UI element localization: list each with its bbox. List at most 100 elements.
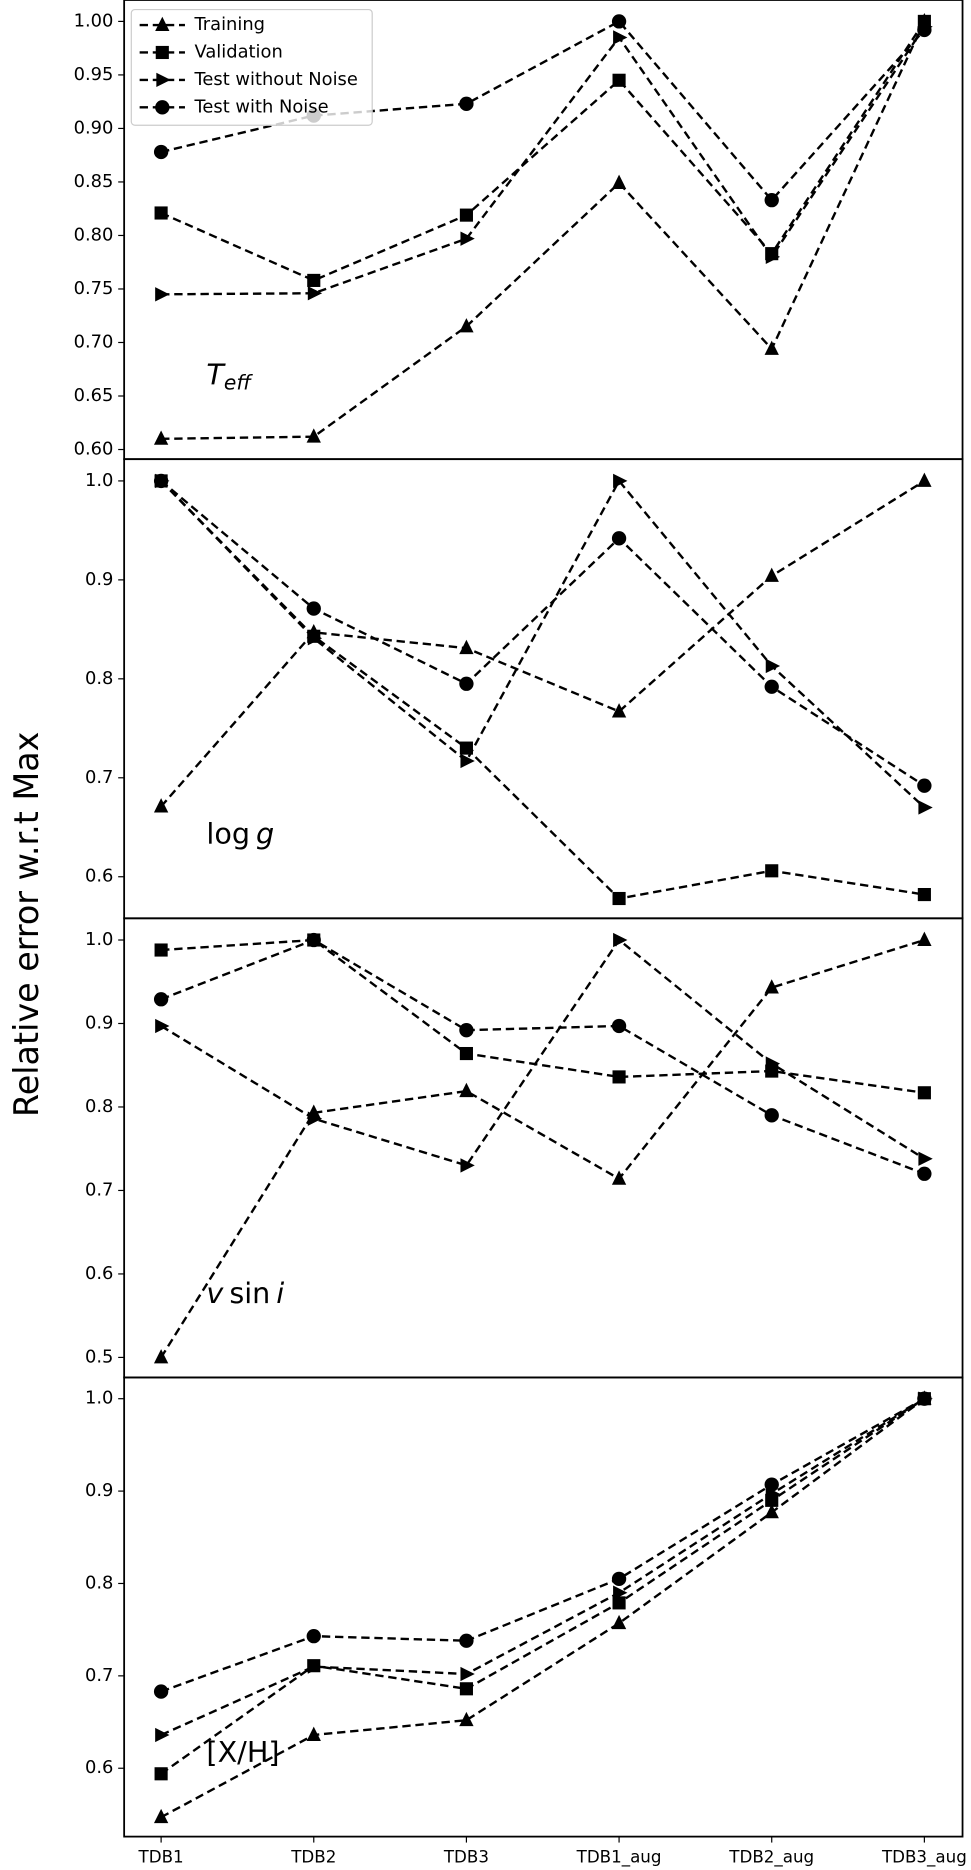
data-point [153, 798, 169, 813]
legend-marker [155, 100, 170, 115]
legend-frame [130, 8, 373, 126]
data-point [917, 1166, 932, 1181]
y-tick-label: 0.6 [85, 1757, 113, 1778]
annotation-part: T [206, 358, 226, 392]
data-point [153, 144, 169, 160]
panel-annotation: v sin i [206, 1276, 284, 1310]
data-point [613, 932, 628, 948]
data-point [459, 208, 473, 222]
data-point [917, 472, 932, 487]
y-tick-label: 1.00 [74, 10, 114, 31]
data-point [611, 174, 627, 189]
data-point [460, 1666, 475, 1682]
legend-marker [156, 72, 171, 88]
data-point [612, 1070, 626, 1084]
data-point [613, 1585, 628, 1600]
series-line [160, 478, 926, 809]
y-tick-label: 1.0 [85, 1388, 113, 1409]
x-tick-label: TDB3_aug [881, 1848, 967, 1868]
data-point [153, 1684, 169, 1699]
legend: Training Validation Test without Noise Test… [130, 8, 373, 126]
series-line [160, 1397, 926, 1737]
legend-label: Test without Noise [194, 69, 358, 90]
data-point [765, 658, 781, 674]
y-tick-label: 0.85 [74, 171, 114, 192]
annotation-part: eff [224, 370, 253, 394]
annotation-part: [X/H] [206, 1735, 279, 1769]
data-point [153, 992, 169, 1007]
data-point [764, 679, 779, 694]
data-point [155, 1018, 170, 1034]
data-point [154, 1767, 168, 1781]
data-point [459, 1711, 474, 1727]
series-line [160, 938, 925, 1175]
y-tick-label: 1.0 [85, 929, 113, 950]
data-point [459, 741, 473, 755]
data-point [459, 1046, 473, 1061]
data-point [918, 800, 933, 815]
data-point [459, 676, 474, 691]
data-point [917, 887, 931, 902]
data-point [155, 1727, 170, 1743]
y-tick-label: 0.9 [85, 1012, 113, 1033]
series-line [160, 938, 925, 1359]
y-tick-label: 0.60 [74, 439, 114, 460]
data-point [611, 531, 627, 546]
data-point [154, 943, 168, 957]
data-point [612, 73, 626, 87]
annotation-part: g [256, 817, 274, 851]
data-point [764, 1477, 779, 1492]
data-point [307, 273, 321, 287]
panel-annotation: Teff [206, 358, 253, 395]
data-point [306, 1726, 321, 1741]
data-point [459, 1023, 474, 1038]
data-point [460, 753, 475, 769]
data-point [917, 778, 932, 793]
series-line [160, 1397, 926, 1775]
legend-marker [155, 45, 169, 60]
data-point [917, 22, 932, 38]
data-point [307, 1659, 323, 1674]
data-point [764, 192, 779, 208]
y-tick-label: 0.7 [85, 1665, 113, 1686]
data-point [460, 231, 475, 246]
y-tick-label: 0.6 [85, 866, 113, 887]
y-tick-label: 0.9 [85, 1480, 113, 1501]
data-point [612, 891, 626, 906]
data-point [154, 206, 168, 220]
y-tick-label: 0.95 [74, 64, 114, 85]
data-point [764, 979, 779, 994]
series-line [160, 480, 925, 900]
data-point [306, 932, 321, 948]
series-line [160, 1397, 926, 1819]
data-point [611, 1170, 627, 1185]
data-point [611, 1614, 627, 1630]
y-tick-label: 0.6 [85, 1263, 113, 1284]
y-tick-label: 0.75 [74, 278, 114, 299]
series-line [160, 19, 926, 202]
data-point [459, 1082, 474, 1098]
data-point [613, 30, 628, 45]
annotation-part: sin [229, 1276, 270, 1310]
x-tick-label: TDB2 [290, 1848, 336, 1867]
data-point [611, 1018, 627, 1034]
data-point [459, 96, 474, 111]
data-point [764, 1108, 779, 1123]
data-point [306, 1628, 321, 1644]
y-tick-label: 0.70 [74, 331, 114, 352]
y-axis-label: Relative error w.r.t Max [7, 732, 46, 1117]
legend-label: Training [194, 14, 266, 35]
data-point [153, 1349, 169, 1364]
y-tick-label: 0.8 [85, 1096, 113, 1117]
data-point [917, 931, 932, 946]
annotation-part: i [276, 1276, 284, 1310]
data-point [611, 14, 627, 29]
series-line [160, 480, 926, 787]
data-point [307, 1111, 323, 1126]
data-point [611, 1571, 627, 1587]
legend-marker [155, 16, 170, 32]
data-point [613, 473, 628, 489]
data-point [459, 318, 474, 333]
